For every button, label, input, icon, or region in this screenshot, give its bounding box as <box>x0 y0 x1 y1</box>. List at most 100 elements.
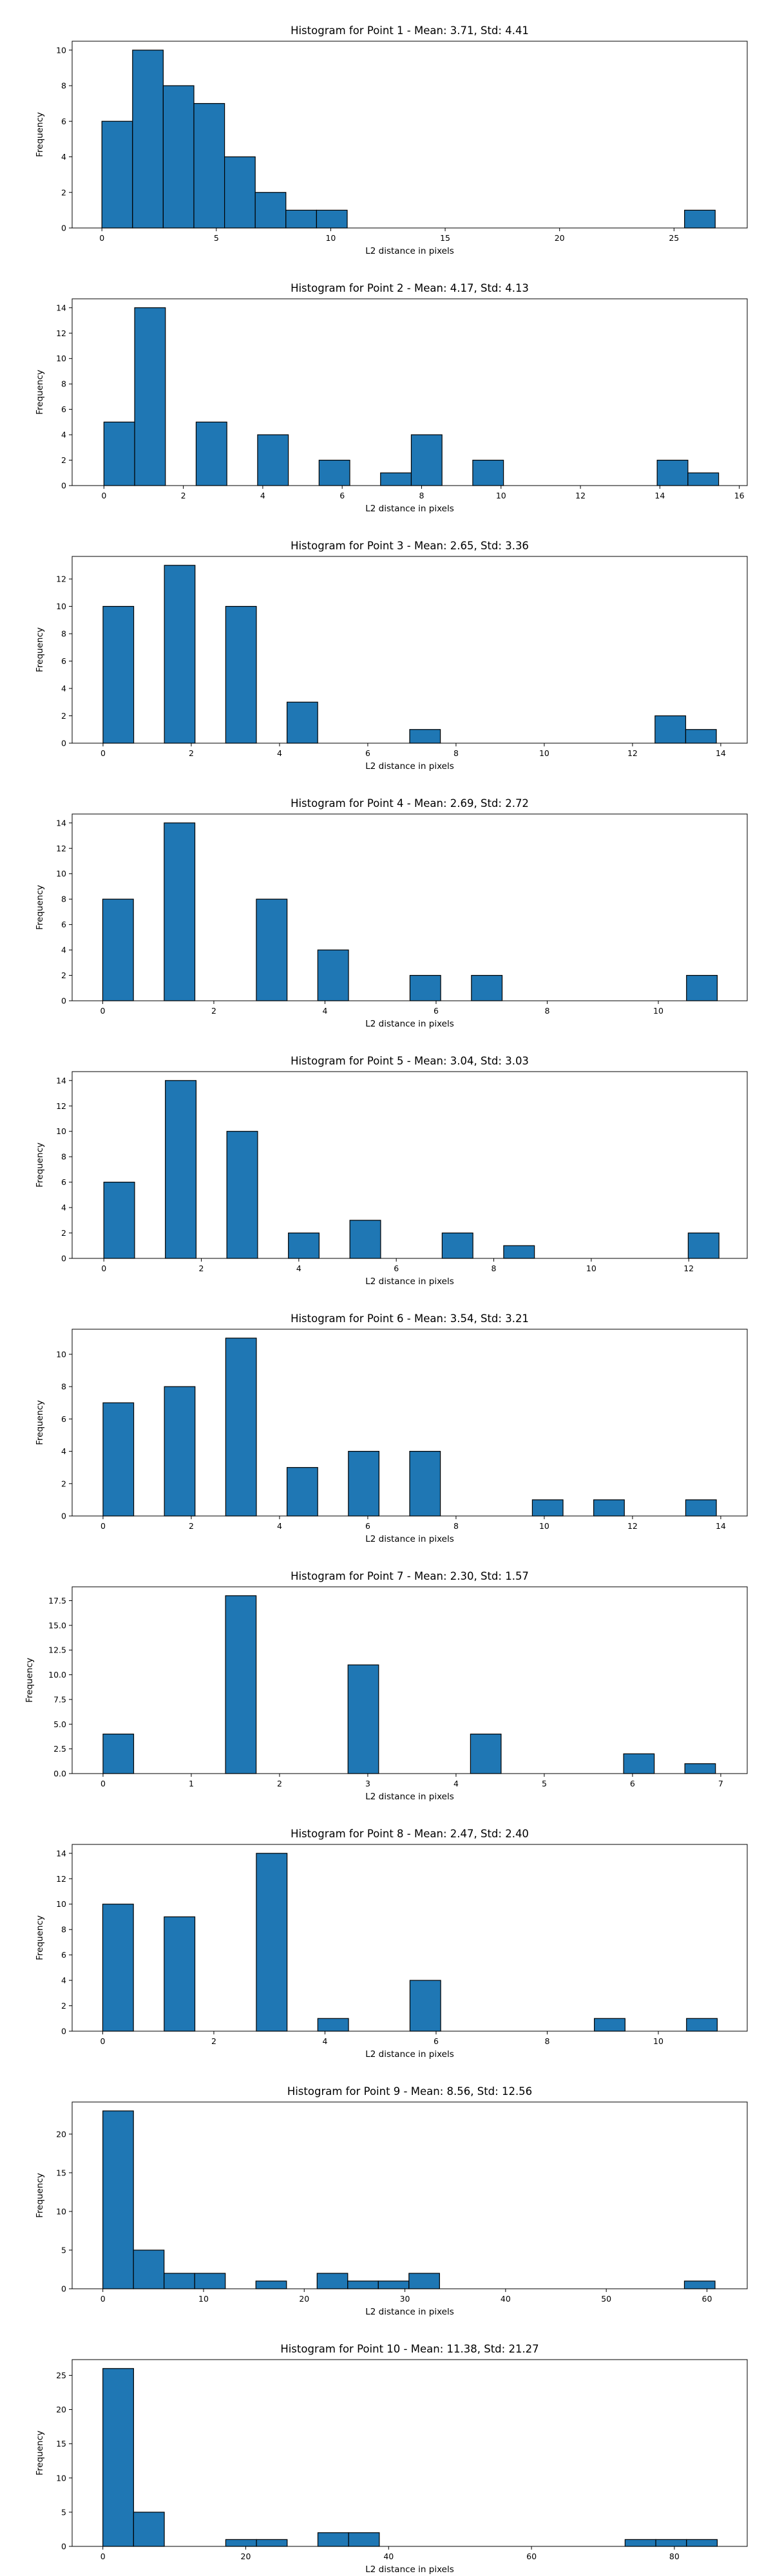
x-tick-label: 12 <box>683 1264 694 1273</box>
y-tick-label: 0 <box>61 223 66 233</box>
histogram-bar <box>164 1386 196 1517</box>
y-tick-label: 10 <box>56 1899 66 1909</box>
y-tick-label: 0 <box>61 2542 66 2552</box>
histogram-bar <box>101 120 133 229</box>
histogram-bar <box>654 715 687 744</box>
histogram-bar <box>318 459 350 486</box>
x-tick-label: 20 <box>299 2294 309 2304</box>
chart-title: Histogram for Point 5 - Mean: 3.04, Std:… <box>291 1055 529 1067</box>
y-tick-label: 0 <box>61 1511 66 1521</box>
axes-frame <box>72 1329 748 1517</box>
y-tick-label: 14 <box>56 1848 66 1858</box>
x-tick-label: 6 <box>339 491 345 500</box>
histogram-bar <box>377 2280 410 2289</box>
histogram-bar <box>316 2273 348 2289</box>
histogram-bar <box>286 701 318 744</box>
histogram-bar <box>656 459 689 486</box>
axes-frame <box>72 41 748 229</box>
x-axis-label: L2 distance in pixels <box>365 504 453 514</box>
histogram-panel: Histogram for Point 8 - Mean: 2.47, Std:… <box>35 1828 748 2060</box>
histogram-bar <box>225 605 257 744</box>
histogram-bar <box>256 1853 288 2032</box>
y-tick-label: 15 <box>56 2439 66 2448</box>
histogram-bar <box>225 1595 257 1774</box>
y-tick-label: 10 <box>56 354 66 363</box>
x-tick-label: 10 <box>586 1264 596 1273</box>
y-tick-label: 12.5 <box>48 1645 66 1655</box>
x-tick-label: 0 <box>100 2552 106 2561</box>
x-axis-label: L2 distance in pixels <box>365 1276 453 1287</box>
x-tick-label: 0 <box>100 2294 106 2304</box>
x-tick-label: 2 <box>189 1521 194 1531</box>
histogram-bar <box>225 1338 257 1517</box>
y-tick-label: 5 <box>61 2507 66 2517</box>
histogram-bar <box>102 2110 134 2289</box>
y-tick-label: 2.5 <box>53 1744 66 1754</box>
x-tick-label: 10 <box>539 1521 549 1531</box>
histogram-bar <box>347 2280 379 2289</box>
histogram-bar <box>593 1499 625 1517</box>
histogram-panel: Histogram for Point 7 - Mean: 2.30, Std:… <box>24 1570 748 1802</box>
y-axis-label: Frequency <box>35 2430 45 2476</box>
y-tick-label: 15 <box>56 2168 66 2177</box>
x-axis-label: L2 distance in pixels <box>365 2307 453 2317</box>
x-tick-label: 40 <box>383 2552 394 2561</box>
y-tick-label: 0 <box>61 1254 66 1264</box>
histogram-bar <box>134 307 166 486</box>
x-tick-label: 25 <box>669 233 679 243</box>
histogram-bar <box>471 974 503 1001</box>
histogram-bar <box>102 2368 134 2547</box>
histogram-bar <box>256 898 288 1001</box>
y-axis-label: Frequency <box>24 1658 35 1703</box>
y-tick-label: 2 <box>61 971 66 980</box>
histogram-bar <box>441 1232 473 1259</box>
y-tick-label: 0.0 <box>53 1769 66 1779</box>
x-tick-label: 8 <box>545 1006 550 1016</box>
chart-title: Histogram for Point 9 - Mean: 8.56, Std:… <box>287 2085 532 2098</box>
y-tick-label: 12 <box>56 1874 66 1884</box>
x-tick-label: 2 <box>211 1006 216 1016</box>
histogram-bar <box>686 2018 718 2032</box>
x-tick-label: 1 <box>189 1779 194 1788</box>
histogram-bar <box>684 209 716 229</box>
x-tick-label: 14 <box>716 748 726 758</box>
x-tick-label: 10 <box>325 233 336 243</box>
histogram-bar <box>317 2018 349 2032</box>
y-tick-label: 6 <box>61 920 66 929</box>
x-axis-label: L2 distance in pixels <box>365 1019 453 1029</box>
histogram-bar <box>349 1220 381 1259</box>
y-tick-label: 4 <box>61 152 66 162</box>
histogram-panel: Histogram for Point 6 - Mean: 3.54, Std:… <box>35 1312 748 1544</box>
x-axis-label: L2 distance in pixels <box>365 2564 453 2575</box>
histogram-bar <box>684 1763 716 1774</box>
y-tick-label: 2 <box>61 1479 66 1488</box>
y-tick-label: 6 <box>61 404 66 414</box>
y-tick-label: 2 <box>61 455 66 465</box>
x-tick-label: 2 <box>199 1264 204 1273</box>
y-tick-label: 20 <box>56 2405 66 2414</box>
y-tick-label: 15.0 <box>48 1620 66 1630</box>
x-tick-label: 0 <box>100 1779 106 1788</box>
histogram-bar <box>102 605 135 744</box>
x-tick-label: 2 <box>211 2036 216 2046</box>
x-tick-label: 6 <box>434 1006 439 1016</box>
chart-title: Histogram for Point 6 - Mean: 3.54, Std:… <box>291 1312 529 1325</box>
histogram-bar <box>165 1080 197 1259</box>
y-tick-label: 20 <box>56 2129 66 2139</box>
y-axis-label: Frequency <box>35 1915 45 1960</box>
histogram-bar <box>348 1450 379 1517</box>
x-tick-label: 14 <box>716 1521 726 1531</box>
histogram-bar <box>102 1402 135 1517</box>
histogram-bar <box>316 209 348 229</box>
y-tick-label: 14 <box>56 303 66 312</box>
y-tick-label: 0 <box>61 739 66 748</box>
histogram-bar <box>687 472 720 486</box>
y-tick-label: 8 <box>61 629 66 639</box>
histogram-bar <box>256 2539 288 2547</box>
y-tick-label: 25 <box>56 2371 66 2380</box>
x-tick-label: 8 <box>545 2036 550 2046</box>
histogram-bar <box>226 1131 258 1259</box>
y-tick-label: 6 <box>61 1177 66 1187</box>
y-tick-label: 2 <box>61 711 66 721</box>
